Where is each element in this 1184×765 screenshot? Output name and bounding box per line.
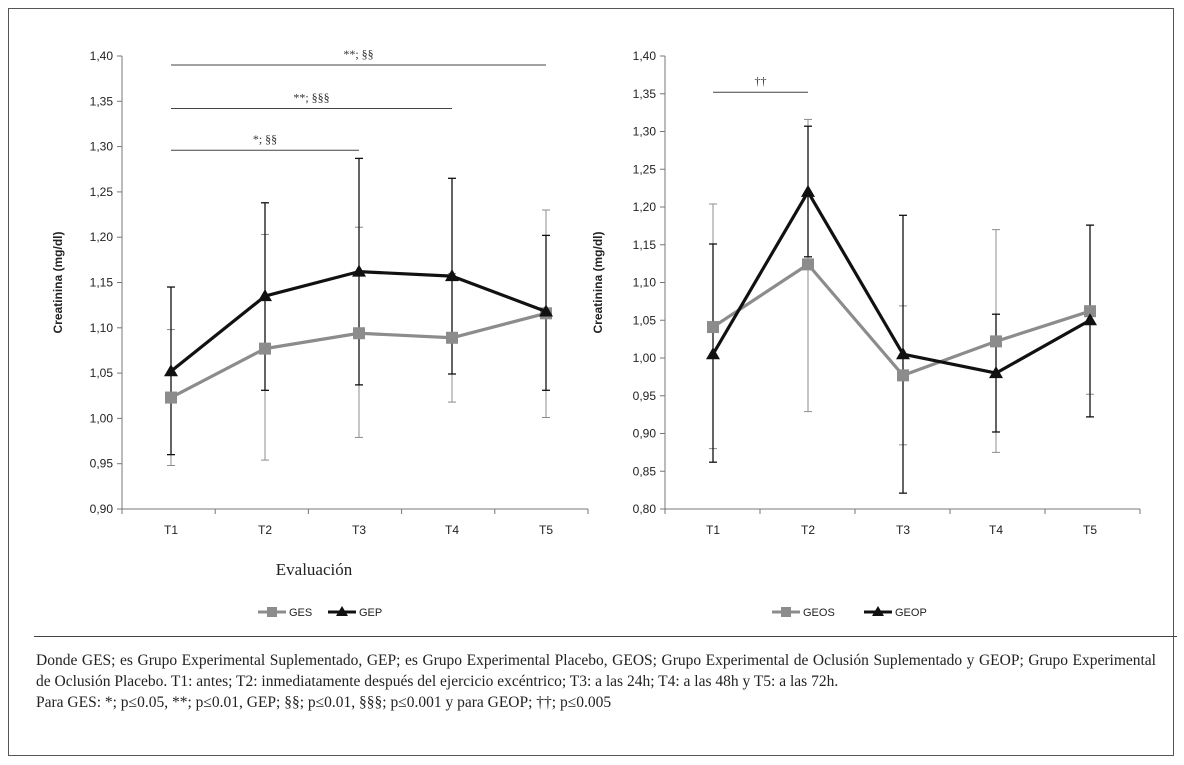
- data-point-triangle: [445, 269, 459, 282]
- data-point-triangle: [896, 347, 910, 360]
- y-tick-label: 1,05: [633, 313, 657, 327]
- data-point-square: [446, 331, 458, 344]
- legend-label: GEOS: [803, 607, 835, 619]
- y-tick-label: 1,35: [633, 87, 657, 101]
- x-tick-label: T3: [896, 523, 910, 537]
- data-point-square: [897, 369, 909, 382]
- legend-label: GEOP: [895, 607, 927, 619]
- legend-label: GEP: [359, 607, 382, 619]
- data-point-square: [990, 335, 1002, 348]
- data-point-triangle: [539, 304, 553, 317]
- data-point-triangle: [164, 364, 178, 377]
- legend-marker-triangle: [872, 606, 884, 616]
- y-tick-label: 0,95: [90, 457, 114, 471]
- y-tick-label: 1,15: [633, 238, 657, 252]
- data-point-square: [353, 327, 365, 340]
- significance-label: **; §§: [343, 47, 373, 61]
- caption-divider: [34, 636, 1177, 637]
- chart-right: 0,80 0,85 0,90 0,95 1,00 1,05 1,10 1,15 1,20 1,25…: [591, 49, 1141, 619]
- x-axis-label: Evaluación: [276, 560, 353, 579]
- data-point-square: [1084, 305, 1096, 318]
- y-tick-label: 1,00: [633, 351, 657, 365]
- y-tick-label: 1,10: [90, 321, 114, 335]
- y-tick-label: 0,85: [633, 464, 657, 478]
- data-point-triangle: [1083, 313, 1097, 326]
- significance-label: **; §§§: [293, 91, 329, 105]
- data-point-square: [707, 321, 719, 334]
- series-line-geop: [711, 190, 1091, 375]
- y-tick-label: 1,35: [90, 94, 114, 108]
- y-tick-label: 1,40: [633, 49, 657, 63]
- y-tick-label: 1,40: [90, 49, 114, 63]
- data-point-square: [259, 342, 271, 355]
- legend-marker-square: [267, 607, 277, 617]
- y-tick-label: 1,20: [633, 200, 657, 214]
- y-tick-label: 1,10: [633, 276, 657, 290]
- y-tick-label: 0,90: [90, 502, 114, 516]
- legend-label: GES: [289, 607, 312, 619]
- y-tick-label: 0,90: [633, 427, 657, 441]
- y-tick-label: 1,15: [90, 276, 114, 290]
- y-axis-label: Creatinina (mg/dl): [51, 231, 65, 333]
- charts-canvas: 0,90 0,95 1,00 1,05 1,10 1,15 1,20 1,25 1,30 1,35…: [51, 47, 1141, 619]
- figure-frame: [8, 8, 1174, 756]
- data-point-square: [165, 391, 177, 404]
- x-tick-label: T4: [989, 523, 1003, 537]
- y-tick-label: 0,80: [633, 502, 657, 516]
- figure-caption: Donde GES; es Grupo Experimental Supleme…: [36, 650, 1156, 713]
- x-tick-label: T1: [164, 523, 178, 537]
- x-tick-label: T5: [1083, 523, 1097, 537]
- data-point-triangle: [989, 366, 1003, 379]
- y-tick-label: 1,05: [90, 366, 114, 380]
- x-tick-label: T1: [706, 523, 720, 537]
- data-point-triangle: [706, 347, 720, 360]
- data-point-triangle: [801, 184, 815, 197]
- legend-marker-square: [781, 607, 791, 617]
- caption-line-2: Para GES: *; p≤0.05, **; p≤0.01, GEP; §§…: [36, 694, 612, 711]
- x-tick-label: T5: [539, 523, 553, 537]
- y-tick-label: 1,25: [633, 162, 657, 176]
- significance-label: *; §§: [253, 132, 277, 146]
- caption-line-1: Donde GES; es Grupo Experimental Supleme…: [36, 652, 1156, 690]
- y-axis-label: Creatinina (mg/dl): [591, 231, 605, 333]
- x-tick-label: T4: [445, 523, 459, 537]
- y-tick-label: 1,00: [90, 411, 114, 425]
- significance-label: ††: [755, 74, 767, 88]
- x-tick-label: T2: [801, 523, 815, 537]
- legend-marker-triangle: [336, 606, 348, 616]
- y-tick-label: 1,30: [633, 125, 657, 139]
- y-tick-label: 0,95: [633, 389, 657, 403]
- y-tick-label: 1,25: [90, 185, 114, 199]
- x-tick-label: T2: [258, 523, 272, 537]
- y-tick-label: 1,20: [90, 230, 114, 244]
- chart-left: 0,90 0,95 1,00 1,05 1,10 1,15 1,20 1,25 1,30 1,35…: [51, 47, 589, 619]
- data-point-triangle: [352, 264, 366, 277]
- y-tick-label: 1,30: [90, 140, 114, 154]
- data-point-square: [802, 258, 814, 271]
- data-point-triangle: [258, 289, 272, 302]
- x-tick-label: T3: [352, 523, 366, 537]
